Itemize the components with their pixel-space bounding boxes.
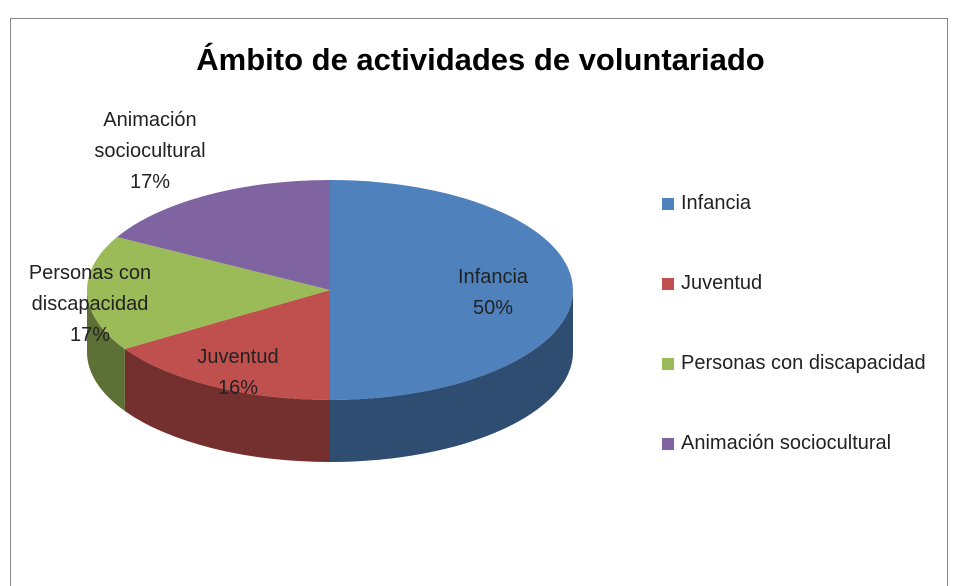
slice (124, 290, 331, 400)
data-label: Juventud 16% (163, 342, 313, 404)
legend-item: Animación sociocultural (662, 432, 891, 455)
chart-frame (10, 18, 948, 586)
data-label-category: Animación sociocultural (94, 109, 206, 162)
legend-label: Personas con discapacidad (681, 352, 926, 374)
legend-swatch (662, 357, 674, 370)
data-label-value: 50% (472, 297, 514, 319)
legend-swatch (662, 437, 674, 450)
slice-side (330, 290, 573, 462)
data-label-value: 17% (69, 324, 111, 346)
legend-label: Infancia (681, 192, 752, 214)
slice (86, 237, 330, 349)
data-label: Animación sociocultural 17% (75, 105, 225, 198)
slice-side (124, 348, 331, 462)
slice-side-shade (124, 348, 331, 462)
data-label-category: Infancia (457, 266, 529, 288)
legend-item: Infancia (662, 192, 751, 215)
data-label: Personas con discapacidad 17% (15, 258, 165, 351)
legend-swatch (662, 197, 674, 210)
slice (330, 180, 573, 400)
data-label-value: 16% (217, 377, 259, 399)
legend-item: Juventud (662, 272, 762, 295)
data-label-category: Juventud (197, 346, 279, 368)
slice-side-shade (87, 290, 125, 411)
slice (117, 180, 330, 290)
data-label: Infancia 50% (418, 262, 568, 324)
data-label-category: Personas con discapacidad (28, 262, 152, 315)
legend-swatch (662, 277, 674, 290)
legend-label: Juventud (681, 272, 763, 294)
data-label-value: 17% (129, 171, 171, 193)
legend-label: Animación sociocultural (681, 432, 892, 454)
slice-side (87, 290, 125, 411)
legend-item: Personas con discapacidad (662, 352, 926, 375)
chart-title: Ámbito de actividades de voluntariado (196, 42, 765, 77)
slice-side-shade (330, 290, 573, 462)
